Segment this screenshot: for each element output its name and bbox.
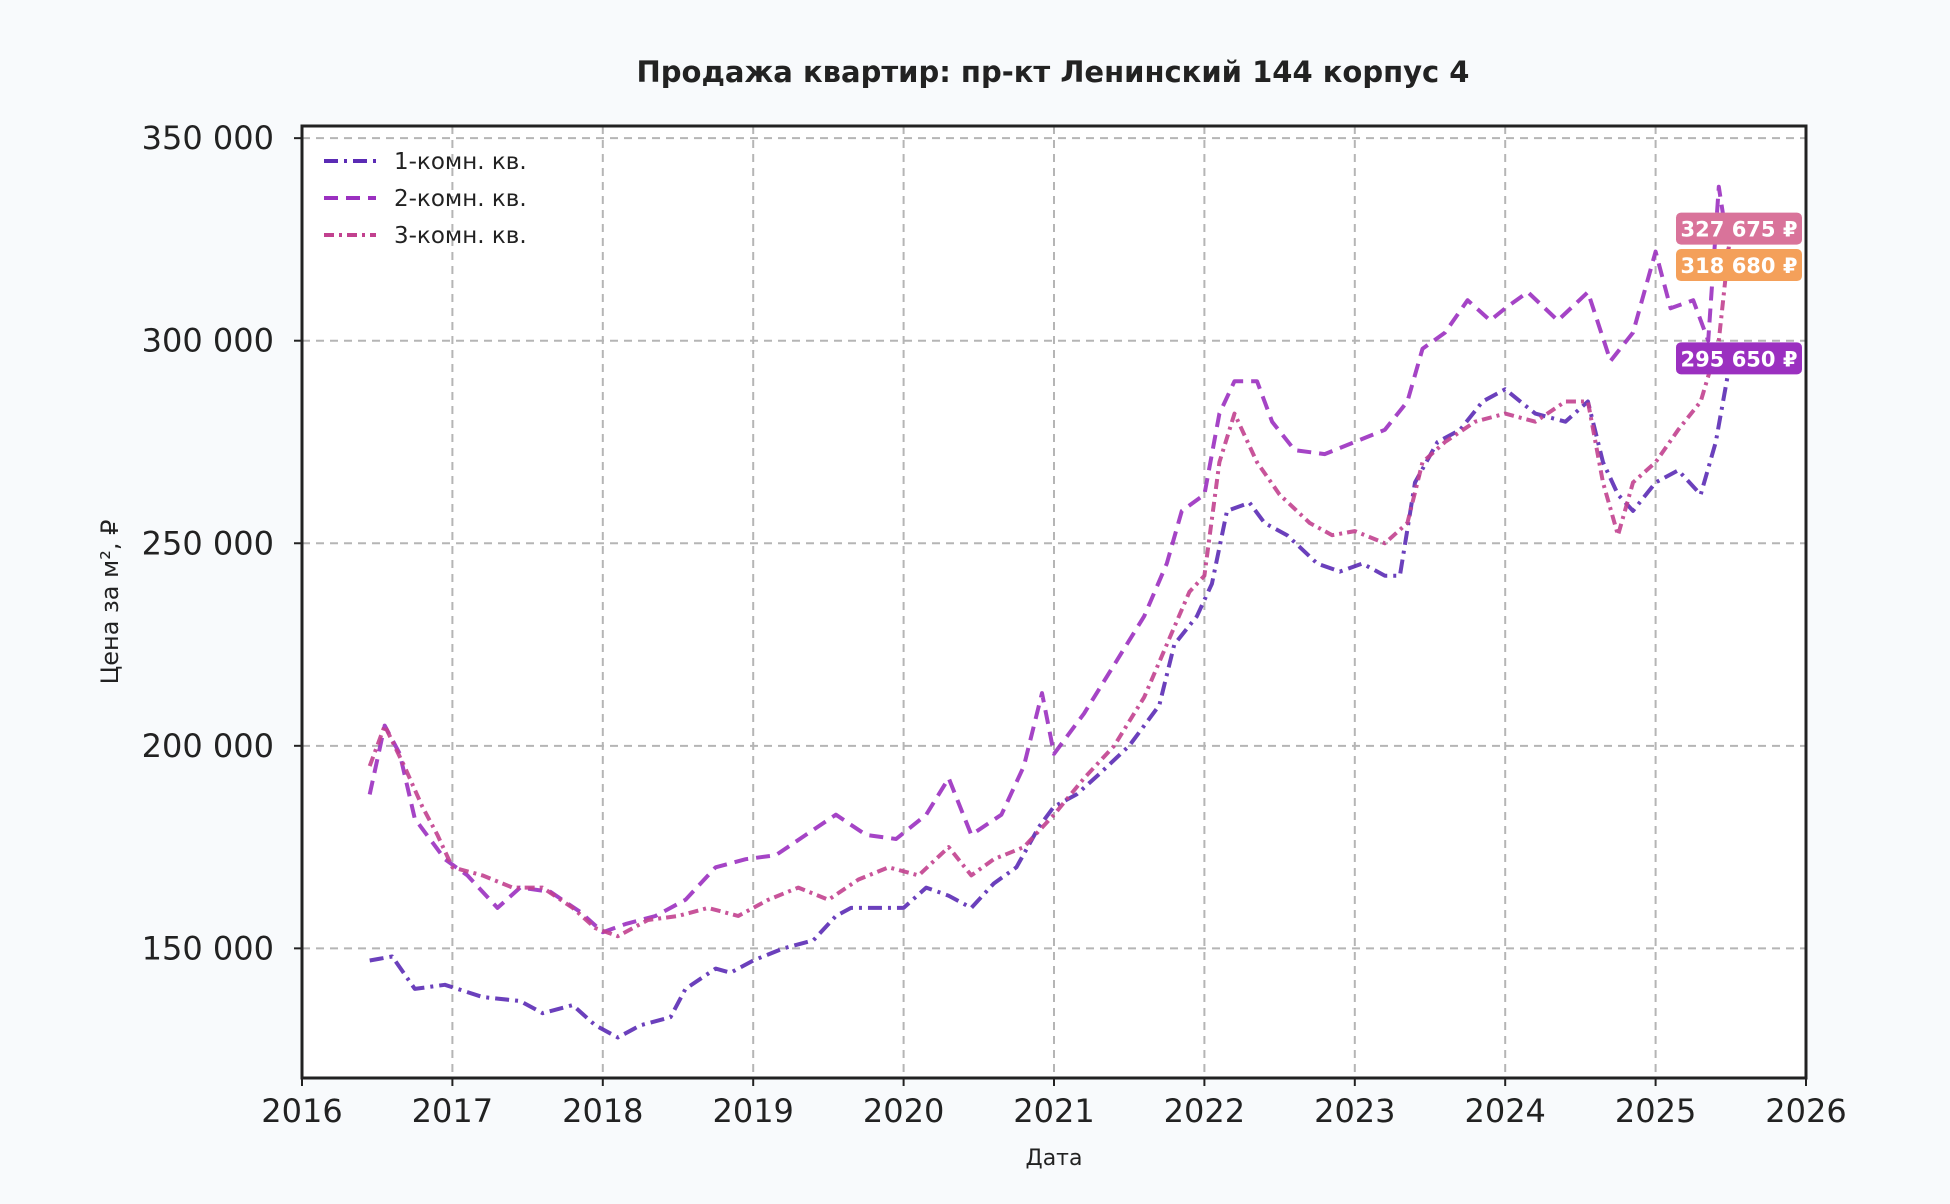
series-line-3 — [367, 228, 1733, 939]
x-tick-label: 2026 — [1765, 1092, 1846, 1130]
x-tick-label: 2019 — [712, 1092, 793, 1130]
value-annotation-text: 327 675 ₽ — [1681, 218, 1798, 242]
legend-label: 1-комн. кв. — [394, 149, 527, 175]
value-annotation: 327 675 ₽ — [1676, 212, 1802, 245]
x-tick-label: 2021 — [1013, 1092, 1094, 1130]
legend-label: 3-комн. кв. — [394, 223, 527, 249]
y-tick-label: 300 000 — [142, 322, 274, 360]
tick-layer: 2016 2017 2018 2019 2020 2021 2022 2023 2024 2025… — [142, 119, 1847, 1130]
legend-entry: 3-комн. кв. — [324, 223, 527, 249]
y-tick-label: 200 000 — [142, 727, 274, 765]
x-axis-label: Дата — [1026, 1146, 1083, 1171]
value-annotation-badge — [1676, 212, 1802, 245]
series-layer — [367, 184, 1733, 1040]
x-tick-label: 2024 — [1464, 1092, 1545, 1130]
x-tick-label: 2017 — [412, 1092, 493, 1130]
value-annotation-text: 318 680 ₽ — [1681, 254, 1798, 278]
legend-entry: 2-комн. кв. — [324, 186, 527, 212]
value-annotation-badge — [1676, 342, 1802, 375]
x-tick-label: 2023 — [1314, 1092, 1395, 1130]
x-tick-label: 2018 — [562, 1092, 643, 1130]
value-annotation-text: 295 650 ₽ — [1681, 347, 1798, 371]
legend-entry: 1-комн. кв. — [324, 149, 527, 175]
value-annotation: 318 680 ₽ — [1676, 249, 1802, 282]
x-tick-label: 2020 — [863, 1092, 944, 1130]
y-axis-label: Цена за м², ₽ — [96, 520, 124, 685]
legend: 1-комн. кв. 2-комн. кв. 3-комн. кв. — [324, 149, 527, 249]
y-tick-label: 350 000 — [142, 119, 274, 157]
x-tick-label: 2025 — [1615, 1092, 1696, 1130]
x-tick-label: 2022 — [1164, 1092, 1245, 1130]
x-tick-label: 2016 — [261, 1092, 342, 1130]
value-annotation-badge — [1676, 249, 1802, 282]
grid-layer — [302, 126, 1806, 1078]
annotation-layer: 327 675 ₽ 318 680 ₽ 295 650 ₽ — [1676, 212, 1802, 375]
plot-area-group — [300, 124, 1808, 1080]
series-line-2 — [367, 184, 1733, 935]
chart-title: Продажа квартир: пр-кт Ленинский 144 кор… — [637, 55, 1470, 89]
value-annotation: 295 650 ₽ — [1676, 342, 1802, 375]
legend-label: 2-комн. кв. — [394, 186, 527, 212]
y-tick-label: 250 000 — [142, 524, 274, 562]
series-line-1 — [369, 357, 1733, 1040]
y-tick-label: 150 000 — [142, 929, 274, 967]
